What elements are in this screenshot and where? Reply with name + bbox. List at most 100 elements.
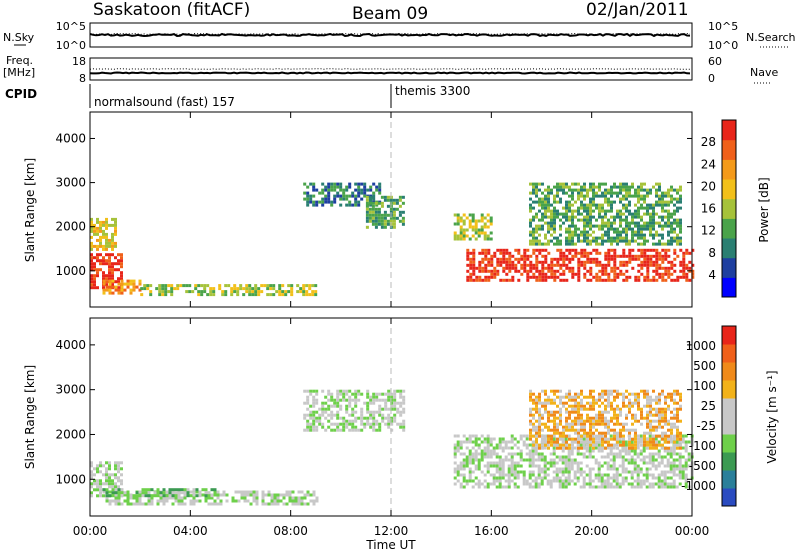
data-cell xyxy=(531,461,535,465)
data-cell xyxy=(646,212,649,216)
data-cell xyxy=(673,230,676,234)
data-cell xyxy=(306,502,310,506)
data-cell xyxy=(549,458,553,462)
data-cell xyxy=(456,219,460,223)
data-cell xyxy=(631,233,634,237)
data-cell xyxy=(643,233,646,237)
data-cell xyxy=(108,223,111,227)
data-cell xyxy=(266,293,270,297)
data-cell xyxy=(646,446,649,450)
data-cell xyxy=(618,437,622,441)
data-cell xyxy=(622,440,625,444)
data-cell xyxy=(574,416,577,420)
data-cell xyxy=(649,419,652,423)
data-cell xyxy=(243,493,247,497)
data-cell xyxy=(664,257,668,261)
data-cell xyxy=(252,496,256,500)
data-cell xyxy=(522,434,526,438)
data-cell xyxy=(556,200,559,204)
data-cell xyxy=(643,278,647,282)
data-cell xyxy=(315,398,319,402)
data-cell xyxy=(498,458,502,462)
data-cell xyxy=(550,257,554,261)
data-cell xyxy=(475,275,479,279)
data-cell xyxy=(609,464,613,468)
colorbar-tick-label: 25 xyxy=(701,399,716,413)
data-cell xyxy=(657,476,661,480)
data-cell xyxy=(619,230,622,234)
data-cell xyxy=(595,398,598,402)
data-cell xyxy=(532,440,535,444)
data-cell xyxy=(459,464,463,468)
data-cell xyxy=(484,248,488,252)
data-cell xyxy=(649,263,653,267)
data-cell xyxy=(156,494,160,498)
data-cell xyxy=(547,242,550,246)
data-cell xyxy=(513,470,517,474)
data-cell xyxy=(603,461,607,465)
data-cell xyxy=(117,491,121,495)
data-cell xyxy=(108,502,112,506)
sample-cell xyxy=(476,228,482,234)
data-cell xyxy=(182,284,186,288)
data-cell xyxy=(648,461,652,465)
data-cell xyxy=(622,428,625,432)
data-cell xyxy=(676,416,679,420)
nsearch-tick-bottom: 10^0 xyxy=(708,39,738,52)
data-cell xyxy=(538,425,541,429)
data-cell xyxy=(374,222,378,226)
data-cell xyxy=(257,290,261,294)
data-cell xyxy=(309,410,313,414)
data-cell xyxy=(480,455,484,459)
data-cell xyxy=(387,419,391,423)
data-cell xyxy=(375,203,379,207)
data-cell xyxy=(564,470,568,474)
data-cell xyxy=(663,473,667,477)
data-cell xyxy=(330,203,334,207)
data-cell xyxy=(561,449,565,453)
data-cell xyxy=(571,443,574,447)
data-cell xyxy=(471,213,475,217)
data-cell xyxy=(143,287,147,291)
data-cell xyxy=(553,209,556,213)
data-cell xyxy=(625,236,628,240)
data-cell xyxy=(672,485,676,489)
data-cell xyxy=(498,443,502,447)
data-cell xyxy=(678,455,682,459)
data-cell xyxy=(556,239,559,243)
data-cell xyxy=(565,200,568,204)
data-cell xyxy=(108,274,111,278)
data-cell xyxy=(637,254,641,258)
data-cell xyxy=(90,274,93,278)
data-cell xyxy=(652,212,655,216)
data-cell xyxy=(591,485,595,489)
data-cell xyxy=(333,182,337,186)
data-cell xyxy=(664,395,667,399)
data-cell xyxy=(592,200,595,204)
data-cell xyxy=(633,461,637,465)
data-cell xyxy=(604,212,607,216)
data-cell xyxy=(90,283,93,287)
data-cell xyxy=(185,284,189,288)
data-cell xyxy=(550,266,554,270)
data-cell xyxy=(544,257,548,261)
data-cell xyxy=(553,413,556,417)
data-cell xyxy=(610,257,614,261)
data-cell xyxy=(577,251,581,255)
data-cell xyxy=(336,395,340,399)
data-cell xyxy=(544,278,548,282)
data-cell xyxy=(664,224,667,228)
data-cell xyxy=(306,395,310,399)
data-cell xyxy=(276,502,280,506)
data-cell xyxy=(532,434,535,438)
data-cell xyxy=(675,467,679,471)
data-cell xyxy=(507,482,511,486)
data-cell xyxy=(375,419,379,423)
data-cell xyxy=(613,431,616,435)
data-cell xyxy=(402,389,406,393)
data-cell xyxy=(528,482,532,486)
data-cell xyxy=(486,452,490,456)
data-cell xyxy=(592,275,596,279)
data-cell xyxy=(658,275,662,279)
data-cell xyxy=(661,254,665,258)
